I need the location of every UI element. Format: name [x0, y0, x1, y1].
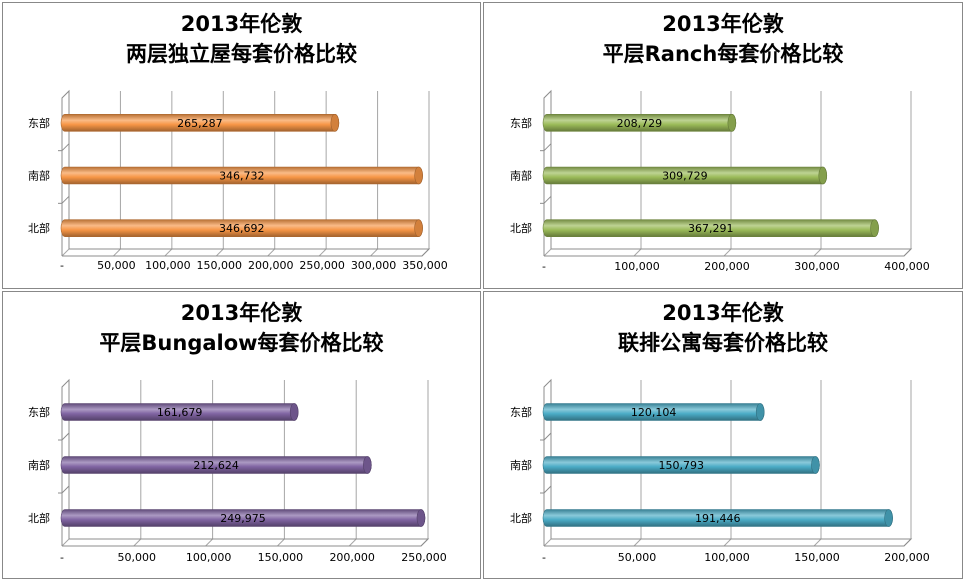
bar-south [542, 166, 828, 185]
bar-north [60, 509, 426, 527]
data-label: 309,729 [662, 170, 708, 183]
chart-title: 2013年伦敦 平层Bungalow每套价格比较 [3, 298, 480, 358]
data-label: 161,679 [157, 406, 203, 419]
chart-title-line1: 2013年伦敦 [180, 301, 303, 325]
data-label: 367,291 [688, 222, 734, 235]
bar-chart-ranch: 208,729 东部 309,729 南部 367,291 北部 - 100,000 200,0… [510, 89, 930, 273]
data-label: 150,793 [658, 459, 704, 472]
chart-title-line1: 2013年伦敦 [662, 301, 784, 325]
tick-label: 100,000 [614, 260, 660, 273]
category-label: 东部 [510, 405, 532, 419]
tick-label: - [542, 260, 546, 273]
tick-label: 100,000 [186, 551, 232, 564]
chart-panel-ranch: 2013年伦敦 平层Ranch每套价格比较 208,729 东部 309,729 南部… [483, 2, 963, 289]
tick-label: 400,000 [884, 260, 930, 273]
tick-label: 100,000 [704, 551, 750, 564]
tick-label: 50,000 [97, 259, 136, 272]
data-label: 191,446 [695, 512, 741, 525]
bar-south [542, 456, 820, 474]
category-label: 北部 [510, 511, 532, 525]
data-label: 346,732 [219, 170, 265, 183]
tick-label: 350,000 [402, 259, 448, 272]
tick-label: 150,000 [258, 551, 304, 564]
category-label: 南部 [28, 458, 50, 472]
tick-label: 200,000 [248, 259, 294, 272]
data-label: 249,975 [220, 512, 266, 525]
chart-panel-bungalow: 2013年伦敦 平层Bungalow每套价格比较 161,679 东部 212,62… [2, 291, 481, 579]
bar-south [60, 456, 372, 474]
tick-label: 50,000 [118, 551, 157, 564]
category-label: 东部 [28, 116, 50, 130]
category-label: 南部 [510, 169, 532, 183]
chart-floor [544, 248, 913, 257]
category-label: 北部 [510, 221, 532, 235]
chart-floor [544, 538, 913, 547]
chart-floor [62, 538, 430, 547]
chart-title: 2013年伦敦 平层Ranch每套价格比较 [484, 9, 962, 69]
tick-label: - [60, 259, 64, 272]
chart-floor [62, 248, 431, 257]
bar-north [542, 219, 879, 237]
bar-north [542, 509, 893, 527]
bar-south [60, 166, 423, 185]
bar-east [60, 403, 299, 421]
category-label: 东部 [28, 405, 50, 419]
tick-label: 100,000 [145, 259, 191, 272]
tick-label: 50,000 [618, 551, 657, 564]
data-label: 265,287 [177, 117, 223, 130]
category-label: 南部 [28, 169, 50, 183]
chart-title: 2013年伦敦 两层独立屋每套价格比较 [3, 9, 480, 69]
tick-label: 150,000 [794, 551, 840, 564]
bar-north [60, 219, 423, 237]
bar-chart-bungalow: 161,679 东部 212,624 南部 249,975 北部 - 50,000 100,00… [28, 378, 447, 564]
bar-east [542, 114, 737, 132]
chart-title-line2: 联排公寓每套价格比较 [618, 331, 828, 355]
data-label: 120,104 [631, 406, 677, 419]
chart-title-line1: 2013年伦敦 [180, 12, 303, 36]
bar-east [60, 114, 340, 132]
chart-title: 2013年伦敦 联排公寓每套价格比较 [484, 298, 962, 358]
chart-panel-detached-house: 2013年伦敦 两层独立屋每套价格比较 265,287 东部 346,732 南部 34… [2, 2, 481, 289]
category-label: 东部 [510, 116, 532, 130]
data-label: 208,729 [617, 117, 663, 130]
data-label: 212,624 [193, 459, 239, 472]
bar-chart-detached-house: 265,287 东部 346,732 南部 346,692 北部 - 50,000 100,00… [28, 89, 448, 272]
tick-label: 300,000 [351, 259, 397, 272]
tick-label: 200,000 [329, 551, 375, 564]
chart-panel-townhouse: 2013年伦敦 联排公寓每套价格比较 120,104 东部 150,793 南部 191… [483, 291, 963, 579]
tick-label: - [542, 551, 546, 564]
data-label: 346,692 [219, 222, 265, 235]
chart-title-line2: 平层Bungalow每套价格比较 [99, 331, 384, 355]
tick-label: 250,000 [299, 259, 345, 272]
tick-label: 300,000 [794, 260, 840, 273]
chart-title-line2: 两层独立屋每套价格比较 [126, 42, 357, 66]
bar-chart-townhouse: 120,104 东部 150,793 南部 191,446 北部 - 50,000 100,00… [510, 378, 930, 564]
tick-label: - [60, 551, 64, 564]
tick-label: 250,000 [401, 551, 447, 564]
chart-title-line1: 2013年伦敦 [662, 12, 784, 36]
tick-label: 200,000 [704, 260, 750, 273]
chart-title-line2: 平层Ranch每套价格比较 [602, 42, 844, 66]
category-label: 北部 [28, 511, 50, 525]
tick-label: 150,000 [197, 259, 243, 272]
bar-east [542, 403, 765, 421]
category-label: 北部 [28, 221, 50, 235]
tick-label: 200,000 [884, 551, 930, 564]
category-label: 南部 [510, 458, 532, 472]
